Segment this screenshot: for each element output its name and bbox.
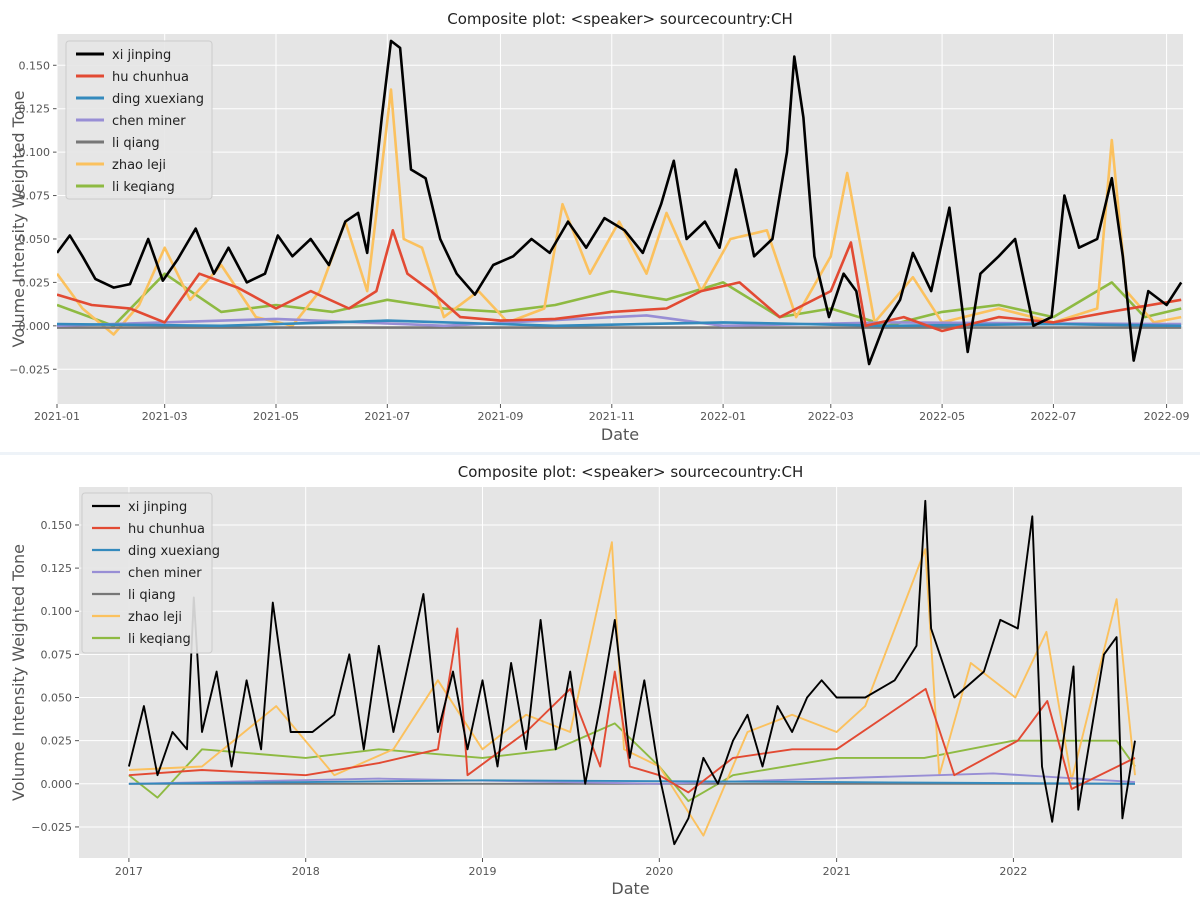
c2-y-tick-label: −0.025 xyxy=(31,821,72,834)
c2-y-tick-label: 0.025 xyxy=(41,735,73,748)
c2-y-tick-label: 0.050 xyxy=(41,692,73,705)
c1-y-axis-label: Volume Intensity Weighted Tone xyxy=(9,91,28,348)
c1-legend-label: chen miner xyxy=(112,114,186,129)
c1-x-tick-label: 2021-01 xyxy=(34,410,80,423)
c2-series-xi-jinping xyxy=(127,499,1136,846)
c2-series-chen-miner xyxy=(128,772,1136,785)
c2-y-axis-label: Volume Intensity Weighted Tone xyxy=(9,544,28,801)
c2-legend-label: li keqiang xyxy=(128,632,191,647)
c1-series-chen-miner xyxy=(57,314,1182,328)
c1-y-tick-label: 0.125 xyxy=(19,103,51,116)
c1-y-tick-label: −0.025 xyxy=(9,363,50,376)
c1-series-group xyxy=(57,39,1183,366)
c1-x-tick-label: 2022-05 xyxy=(919,410,965,423)
c2-legend-label: xi jinping xyxy=(128,500,187,515)
c1-y-tick-label: 0.050 xyxy=(19,233,51,246)
c1-legend-label: zhao leji xyxy=(112,158,166,173)
c1-x-tick-label: 2022-01 xyxy=(700,410,746,423)
c2-series-group xyxy=(127,499,1136,846)
c1-x-tick-label: 2021-05 xyxy=(253,410,299,423)
c2-legend-label: hu chunhua xyxy=(128,522,205,537)
c1-chart-title: Composite plot: <speaker> sourcecountry:… xyxy=(447,10,793,28)
c1-series-xi-jinping xyxy=(57,39,1183,366)
c1-legend-label: xi jinping xyxy=(112,48,171,63)
c2-legend xyxy=(81,492,213,654)
c1-y-tick-label: 0.025 xyxy=(19,276,51,289)
chart-panel-bottom: Composite plot: <speaker> sourcecountry:… xyxy=(0,455,1200,907)
c2-y-tick-label: 0.125 xyxy=(41,562,73,575)
c2-series-hu-chunhua xyxy=(128,627,1136,794)
c1-x-axis-label: Date xyxy=(601,425,639,444)
c1-x-tick-label: 2021-09 xyxy=(477,410,523,423)
c2-legend-label: ding xuexiang xyxy=(128,544,220,559)
c2-legend-label: li qiang xyxy=(128,588,176,603)
c1-series-hu-chunhua xyxy=(57,229,1182,333)
c1-x-tick-label: 2021-03 xyxy=(142,410,188,423)
c1-series-zhao-leji xyxy=(57,88,1182,336)
panel-divider xyxy=(0,452,1200,455)
c1-y-tick-label: 0.075 xyxy=(19,190,51,203)
c1-legend-label: li qiang xyxy=(112,136,160,151)
c1-x-tick-label: 2022-03 xyxy=(808,410,854,423)
c1-y-tick-label: 0.000 xyxy=(19,320,51,333)
c1-legend-label: li keqiang xyxy=(112,180,175,195)
c1-x-tick-label: 2022-07 xyxy=(1030,410,1076,423)
c2-x-tick-label: 2022 xyxy=(999,865,1027,878)
c2-y-tick-label: 0.000 xyxy=(41,778,73,791)
c2-series-zhao-leji xyxy=(128,541,1136,837)
c2-y-tick-label: 0.075 xyxy=(41,648,73,661)
c2-x-axis-label: Date xyxy=(611,879,649,898)
c2-legend-label: chen miner xyxy=(128,566,202,581)
c1-x-tick-label: 2022-09 xyxy=(1144,410,1190,423)
c2-chart-title: Composite plot: <speaker> sourcecountry:… xyxy=(458,463,804,481)
c2-x-tick-label: 2017 xyxy=(115,865,143,878)
c1-x-tick-label: 2021-07 xyxy=(364,410,410,423)
line-chart-top: Composite plot: <speaker> sourcecountry:… xyxy=(9,10,1190,444)
c2-x-tick-label: 2019 xyxy=(469,865,497,878)
c2-x-tick-label: 2018 xyxy=(292,865,320,878)
c1-legend xyxy=(65,40,213,200)
c1-y-tick-label: 0.100 xyxy=(19,146,51,159)
c2-x-tick-label: 2020 xyxy=(645,865,673,878)
chart-panel-top: Composite plot: <speaker> sourcecountry:… xyxy=(0,0,1200,452)
c1-x-tick-label: 2021-11 xyxy=(589,410,635,423)
c1-legend-label: hu chunhua xyxy=(112,70,189,85)
c1-plot-area xyxy=(57,34,1183,404)
c2-legend-label: zhao leji xyxy=(128,610,182,625)
c2-plot-area xyxy=(79,487,1182,858)
line-chart-bottom: Composite plot: <speaker> sourcecountry:… xyxy=(9,463,1182,898)
c2-y-tick-label: 0.100 xyxy=(41,605,73,618)
c2-series-ding-xuexiang xyxy=(128,779,1136,785)
c1-y-tick-label: 0.150 xyxy=(19,59,51,72)
c2-series-li-keqiang xyxy=(128,722,1136,803)
c2-x-tick-label: 2021 xyxy=(823,865,851,878)
c1-legend-label: ding xuexiang xyxy=(112,92,204,107)
c1-series-ding-xuexiang xyxy=(57,319,1182,328)
c2-y-tick-label: 0.150 xyxy=(41,519,73,532)
